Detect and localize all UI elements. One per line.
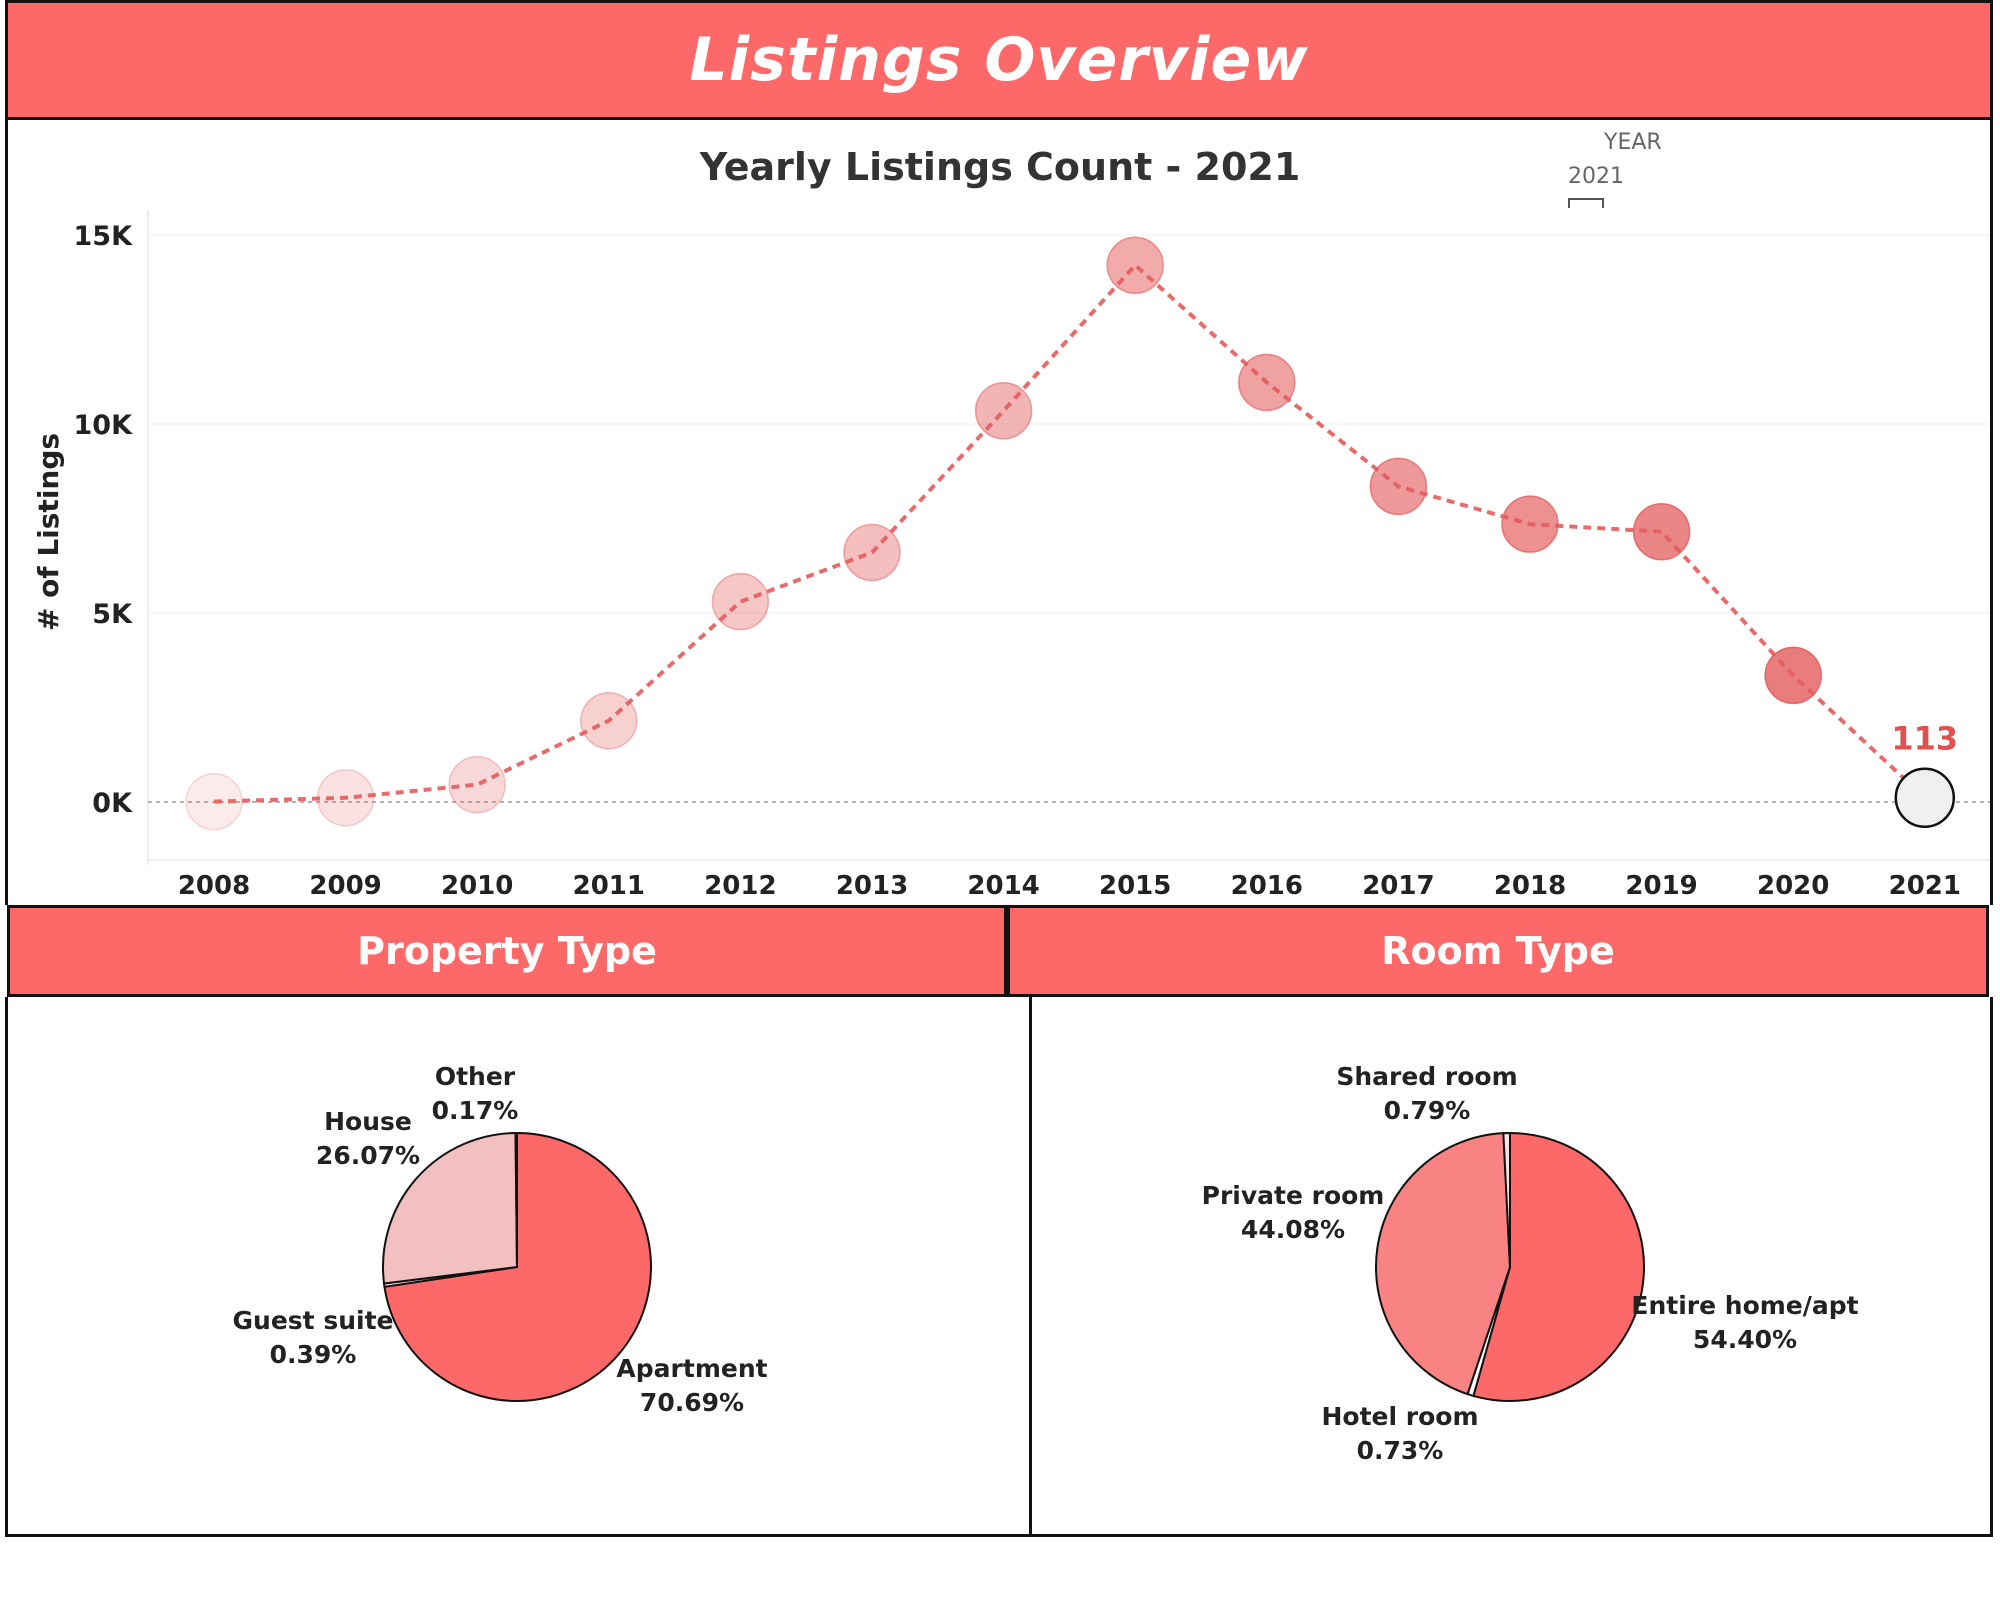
- x-tick-label-2014: 2014: [967, 871, 1039, 901]
- x-tick-label-2009: 2009: [309, 871, 381, 901]
- data-point-2008[interactable]: [185, 772, 243, 831]
- yearly-listings-chart: Yearly Listings Count - 2021 # of Listin…: [32, 145, 1990, 901]
- room-type-title: Room Type: [1381, 929, 1615, 973]
- data-point-2014[interactable]: [974, 382, 1033, 440]
- x-tick-label-2018: 2018: [1494, 871, 1566, 901]
- x-tick-label-2020: 2020: [1757, 871, 1829, 901]
- data-point-2012[interactable]: [711, 572, 770, 631]
- x-tick-label-2008: 2008: [178, 871, 250, 901]
- property-type-title: Property Type: [357, 929, 657, 973]
- year-filter[interactable]: YEAR 2021: [1568, 128, 1798, 208]
- data-point-2019[interactable]: [1632, 502, 1691, 561]
- data-point-2016[interactable]: [1238, 353, 1296, 412]
- dashboard-banner: Listings Overview: [5, 0, 1993, 120]
- room-type-header: Room Type: [1007, 905, 1989, 997]
- y-tick-label: 10K: [74, 410, 134, 441]
- x-tick-label-2021: 2021: [1889, 871, 1961, 901]
- data-point-2018[interactable]: [1501, 495, 1559, 553]
- x-tick-label-2017: 2017: [1362, 871, 1434, 901]
- year-slider-handle[interactable]: [1568, 198, 1604, 208]
- data-point-2011[interactable]: [580, 691, 638, 750]
- year-filter-label: YEAR: [1604, 130, 1662, 155]
- y-tick-label: 15K: [74, 221, 134, 252]
- y-axis-label: # of Listings: [32, 433, 65, 631]
- x-tick-label-2010: 2010: [441, 871, 513, 901]
- data-point-2015[interactable]: [1106, 236, 1164, 294]
- data-point-2010[interactable]: [448, 755, 506, 814]
- dashboard-title: Listings Overview: [689, 25, 1309, 95]
- highlight-value-label: 113: [1891, 720, 1958, 758]
- line-chart-title: Yearly Listings Count - 2021: [699, 145, 1301, 189]
- property-type-panel: [5, 997, 1032, 1537]
- data-point-2021[interactable]: [1894, 767, 1956, 828]
- x-tick-label-2013: 2013: [836, 871, 908, 901]
- x-tick-label-2012: 2012: [704, 871, 776, 901]
- year-filter-value[interactable]: 2021: [1568, 164, 1624, 189]
- data-point-2009[interactable]: [316, 769, 375, 827]
- data-point-2013[interactable]: [843, 523, 901, 582]
- x-tick-label-2011: 2011: [573, 871, 645, 901]
- x-tick-label-2015: 2015: [1099, 871, 1171, 901]
- data-point-2017[interactable]: [1369, 457, 1428, 516]
- data-point-2020[interactable]: [1764, 646, 1822, 705]
- property-type-header: Property Type: [7, 905, 1007, 997]
- y-tick-label: 0K: [92, 788, 133, 819]
- y-tick-label: 5K: [92, 599, 133, 630]
- room-type-panel: [1029, 997, 1993, 1537]
- x-tick-label-2019: 2019: [1625, 871, 1697, 901]
- x-tick-label-2016: 2016: [1231, 871, 1303, 901]
